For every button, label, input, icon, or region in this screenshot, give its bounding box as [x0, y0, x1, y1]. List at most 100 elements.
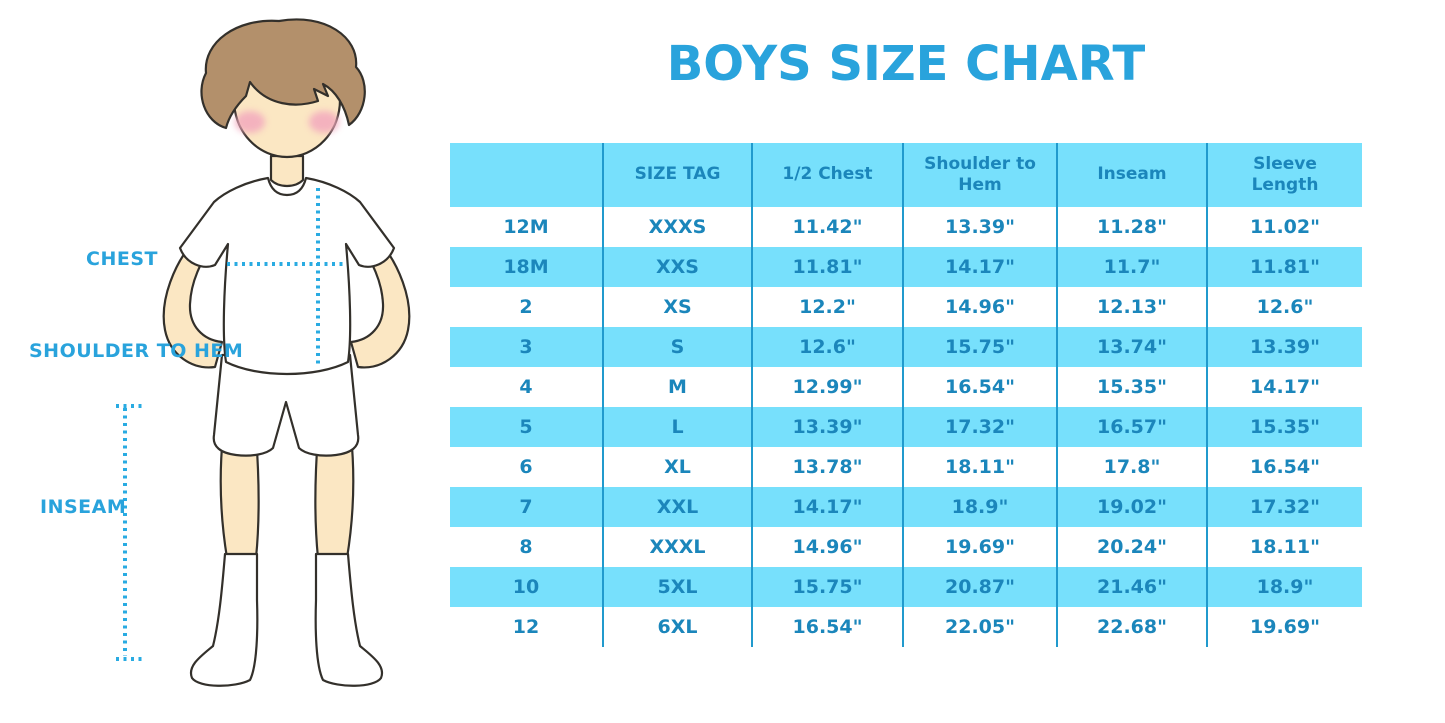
table-cell: 18.11": [1206, 527, 1362, 567]
size-row-12m: 12M XXXS 11.42" 13.39" 11.28" 11.02": [450, 207, 1362, 247]
table-cell: 13.39": [751, 407, 903, 447]
table-cell: 6: [519, 456, 533, 478]
table-cell: 19.69": [902, 527, 1057, 567]
inseam-measure-line: [123, 408, 127, 656]
size-row-12: 12 6XL 16.54" 22.05" 22.68" 19.69": [450, 607, 1362, 647]
page-title: BOYS SIZE CHART: [666, 36, 1146, 92]
size-row-7: 7 XXL 14.17" 18.9" 19.02" 17.32": [450, 487, 1362, 527]
table-cell: XL: [602, 447, 752, 487]
col-header-size-tag: SIZE TAG: [602, 143, 752, 207]
col-header-1-2-chest: 1/2 Chest: [751, 143, 903, 207]
table-cell: 6XL: [602, 607, 752, 647]
table-cell: M: [602, 367, 752, 407]
table-cell: 2: [519, 296, 533, 318]
left-cheek: [235, 111, 265, 133]
size-row-10: 10 5XL 15.75" 20.87" 21.46" 18.9": [450, 567, 1362, 607]
table-cell: 12.6": [1206, 287, 1362, 327]
size-row-4: 4 M 12.99" 16.54" 15.35" 14.17": [450, 367, 1362, 407]
col-header-sleeve-length: Sleeve Length: [1206, 143, 1362, 207]
table-cell: 5XL: [602, 567, 752, 607]
table-cell: 11.81": [751, 247, 903, 287]
table-cell: 11.7": [1056, 247, 1207, 287]
shoulder-to-hem-measure-line: [316, 188, 320, 365]
table-cell: 12: [512, 616, 540, 638]
col-header-inseam: Inseam: [1056, 143, 1207, 207]
right-cheek: [309, 111, 339, 133]
left-arm: [162, 238, 224, 369]
table-cell: 22.68": [1056, 607, 1207, 647]
table-cell: 16.54": [1206, 447, 1362, 487]
table-cell: 18.11": [902, 447, 1057, 487]
size-row-18m: 18M XXS 11.81" 14.17" 11.7" 11.81": [450, 247, 1362, 287]
table-cell: 19.02": [1056, 487, 1207, 527]
table-cell: 15.35": [1056, 367, 1207, 407]
table-cell: 18.9": [902, 487, 1057, 527]
table-cell: 15.75": [902, 327, 1057, 367]
table-cell: 12.99": [751, 367, 903, 407]
table-cell: 22.05": [902, 607, 1057, 647]
table-cell: 12.2": [751, 287, 903, 327]
neck: [269, 154, 305, 188]
table-cell: 17.32": [902, 407, 1057, 447]
table-cell: 12.13": [1056, 287, 1207, 327]
table-cell: 20.24": [1056, 527, 1207, 567]
table-header-row: SIZE TAG 1/2 Chest Shoulder to Hem Inseam Sl…: [450, 143, 1362, 207]
table-cell: 17.8": [1056, 447, 1207, 487]
table-cell: 3: [450, 327, 603, 367]
table-cell: 7: [450, 487, 603, 527]
table-cell: 14.17": [1206, 367, 1362, 407]
shoulder-to-hem-label: SHOULDER TO HEM: [29, 340, 244, 362]
table-cell: 13.78": [751, 447, 903, 487]
chest-label: CHEST: [86, 248, 158, 270]
size-row-6: 6 XL 13.78" 18.11" 17.8" 16.54": [450, 447, 1362, 487]
table-cell: 17.32": [1206, 487, 1362, 527]
chest-measure-line: [227, 262, 345, 266]
left-sock: [189, 552, 259, 687]
size-row-8: 8 XXXL 14.96" 19.69" 20.24" 18.11": [450, 527, 1362, 567]
size-row-3: 3 S 12.6" 15.75" 13.74" 13.39": [450, 327, 1362, 367]
table-cell: 15.35": [1206, 407, 1362, 447]
hair: [200, 18, 366, 130]
right-sock: [314, 552, 384, 687]
table-cell: XXXS: [602, 207, 752, 247]
size-row-5: 5 L 13.39" 17.32" 16.57" 15.35": [450, 407, 1362, 447]
shorts: [212, 353, 360, 457]
table-cell: 14.96": [902, 287, 1057, 327]
table-cell: S: [602, 327, 752, 367]
table-cell: 19.69": [1206, 607, 1362, 647]
table-cell: 16.57": [1056, 407, 1207, 447]
table-cell: 15.75": [751, 567, 903, 607]
boy-illustration: [162, 18, 411, 687]
table-cell: 12.6": [751, 327, 903, 367]
table-cell: 12M: [503, 216, 549, 238]
table-cell: XS: [602, 287, 752, 327]
inseam-label: INSEAM: [40, 496, 127, 518]
inseam-measure-cap-top: [116, 404, 143, 408]
table-cell: 20.87": [902, 567, 1057, 607]
table-cell: 18.9": [1206, 567, 1362, 607]
table-cell: 13.39": [902, 207, 1057, 247]
table-cell: 16.54": [902, 367, 1057, 407]
inseam-measure-cap-bottom: [116, 657, 143, 661]
table-cell: 21.46": [1056, 567, 1207, 607]
table-cell: 13.39": [1206, 327, 1362, 367]
size-row-2: 2 XS 12.2" 14.96" 12.13" 12.6": [450, 287, 1362, 327]
right-arm: [349, 238, 411, 369]
col-header-shoulder-to-hem: Shoulder to Hem: [902, 143, 1057, 207]
table-cell: L: [602, 407, 752, 447]
t-shirt: [178, 176, 396, 376]
table-cell: 11.81": [1206, 247, 1362, 287]
table-cell: 14.17": [751, 487, 903, 527]
table-cell: 4: [519, 376, 533, 398]
table-cell: 5: [450, 407, 603, 447]
table-cell: 14.17": [902, 247, 1057, 287]
table-cell: 10: [450, 567, 603, 607]
table-cell: 11.42": [751, 207, 903, 247]
table-cell: 11.02": [1206, 207, 1362, 247]
table-cell: XXXL: [602, 527, 752, 567]
table-cell: 13.74": [1056, 327, 1207, 367]
table-cell: 18M: [450, 247, 603, 287]
table-cell: 8: [519, 536, 533, 558]
table-cell: 16.54": [751, 607, 903, 647]
